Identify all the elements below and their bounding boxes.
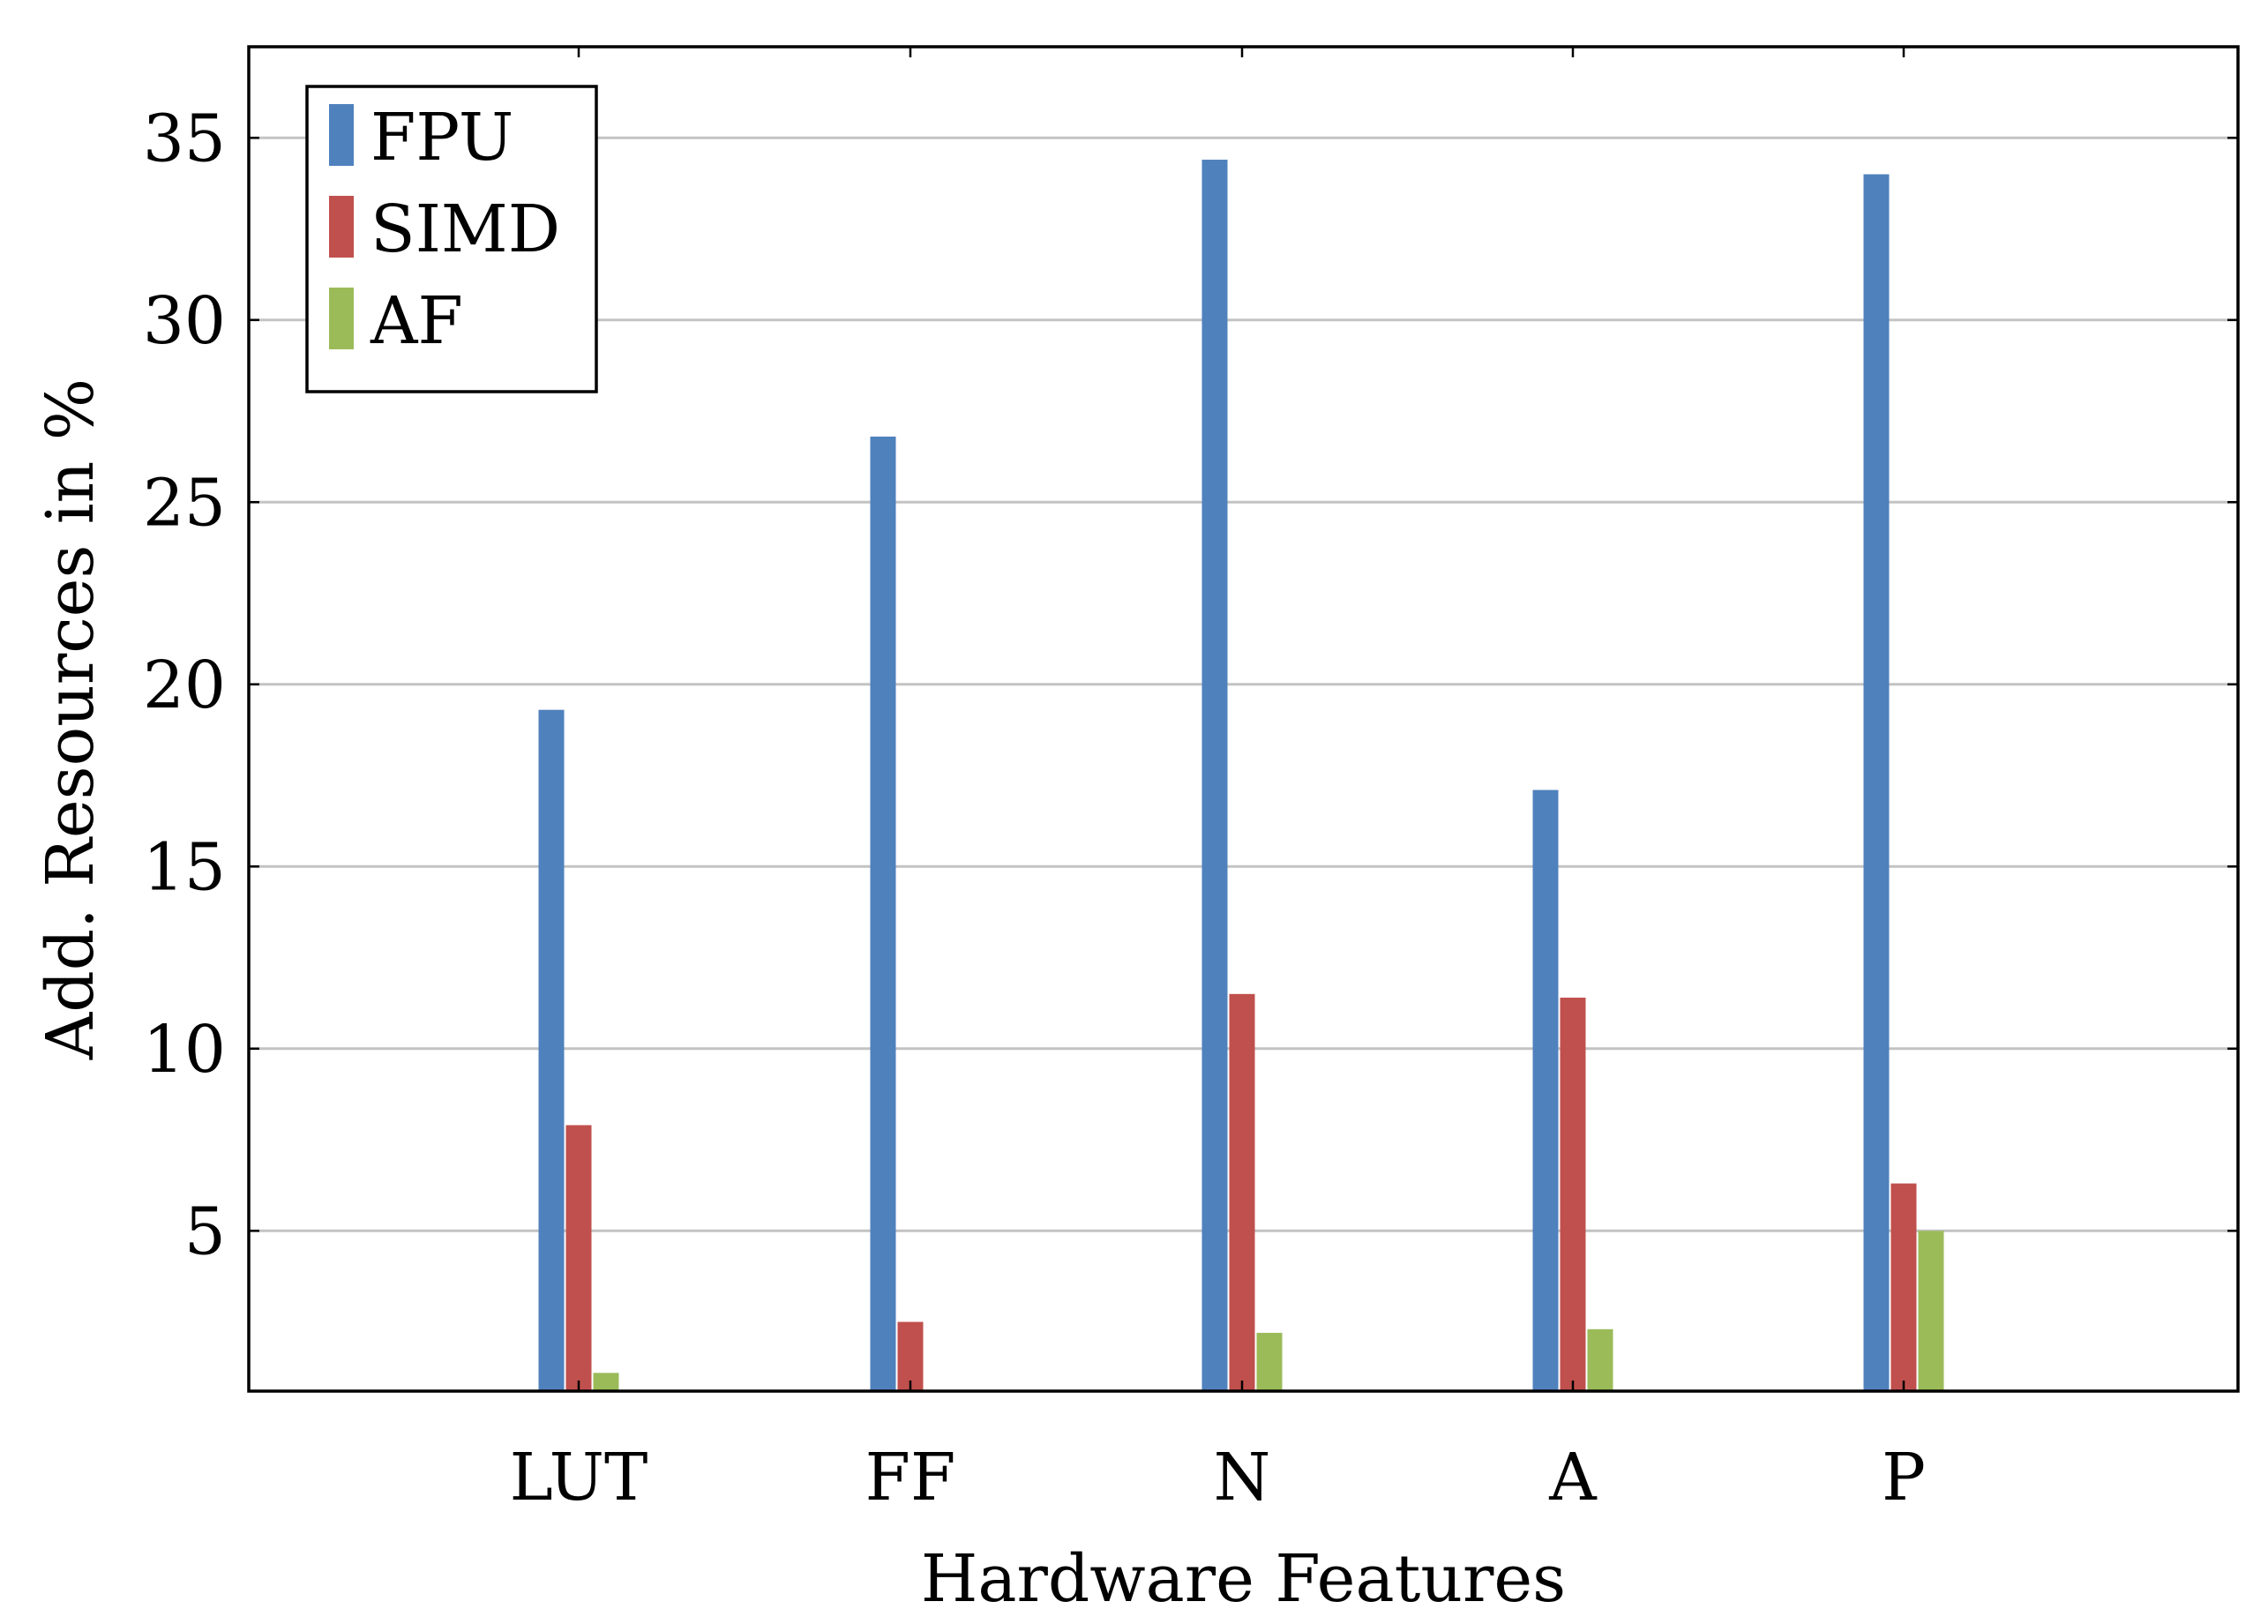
bar-fpu-ff xyxy=(870,436,896,1391)
bar-simd-p xyxy=(1890,1183,1917,1391)
y-tick-label: 35 xyxy=(143,101,226,176)
bar-simd-a xyxy=(1560,997,1586,1391)
y-tick-label: 25 xyxy=(143,465,226,541)
legend-swatch-simd xyxy=(329,196,354,258)
legend-label-fpu: FPU xyxy=(371,100,513,176)
x-tick-label: LUT xyxy=(510,1440,648,1515)
y-axis-title: Add. Resources in % xyxy=(33,378,109,1060)
bar-simd-n xyxy=(1229,993,1255,1391)
x-tick-label: FF xyxy=(865,1440,956,1515)
x-tick-label: P xyxy=(1882,1440,1926,1515)
bar-fpu-a xyxy=(1532,790,1559,1391)
legend-swatch-fpu xyxy=(329,104,354,166)
legend-box xyxy=(305,85,598,393)
bar-simd-ff xyxy=(897,1321,924,1391)
bar-af-a xyxy=(1587,1328,1613,1391)
bars xyxy=(538,160,1944,1392)
y-tick-label: 20 xyxy=(143,647,226,723)
bar-af-p xyxy=(1918,1231,1944,1391)
legend-swatch-af xyxy=(329,288,354,349)
x-axis-title: Hardware Features xyxy=(921,1541,1566,1617)
y-tick-label: 10 xyxy=(143,1012,226,1088)
y-tick-label: 15 xyxy=(143,829,226,905)
bar-af-n xyxy=(1256,1332,1283,1391)
y-axis: 5 10 15 20 25 30 35 xyxy=(143,101,2238,1269)
bar-af-lut xyxy=(593,1373,619,1391)
x-tick-label: N xyxy=(1214,1440,1271,1515)
bar-fpu-p xyxy=(1863,174,1890,1391)
bar-simd-lut xyxy=(565,1125,592,1391)
bar-fpu-lut xyxy=(538,709,565,1391)
legend: FPU SIMD AF xyxy=(305,85,598,393)
x-axis: LUT FF N A P xyxy=(510,47,1926,1515)
legend-label-simd: SIMD xyxy=(371,191,560,267)
legend-label-af: AF xyxy=(370,283,463,359)
y-tick-label: 30 xyxy=(143,283,226,359)
x-tick-label: A xyxy=(1548,1440,1598,1515)
bar-fpu-n xyxy=(1201,160,1228,1392)
y-tick-label: 5 xyxy=(184,1194,226,1269)
plot-frame xyxy=(247,45,2240,1393)
